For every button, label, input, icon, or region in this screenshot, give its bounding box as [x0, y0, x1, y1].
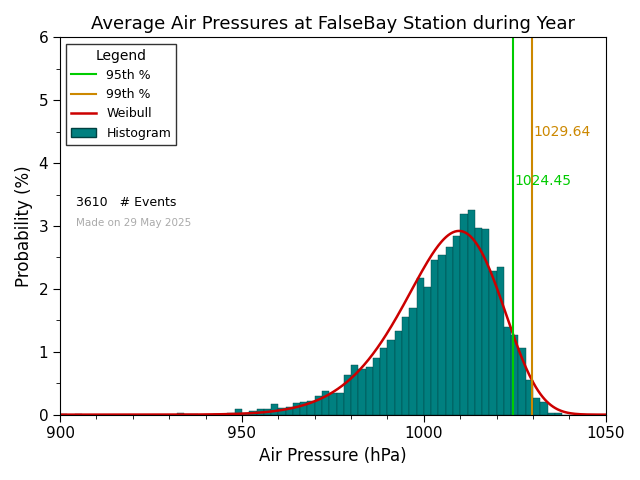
- Weibull: [602, 412, 609, 418]
- Bar: [249, 411, 257, 415]
- X-axis label: Air Pressure (hPa): Air Pressure (hPa): [259, 447, 407, 465]
- Bar: [177, 413, 184, 415]
- Weibull: [504, 318, 512, 324]
- Bar: [482, 229, 490, 415]
- Weibull: [316, 396, 323, 402]
- Bar: [540, 402, 548, 415]
- Bar: [330, 393, 337, 415]
- Bar: [424, 288, 431, 415]
- Bar: [438, 255, 445, 415]
- Bar: [257, 408, 264, 415]
- Bar: [358, 369, 365, 415]
- Bar: [322, 391, 330, 415]
- Bar: [555, 413, 562, 415]
- Bar: [337, 393, 344, 415]
- Bar: [227, 413, 235, 415]
- Bar: [402, 317, 410, 415]
- Bar: [285, 407, 293, 415]
- Weibull: [381, 334, 388, 339]
- Bar: [235, 409, 242, 415]
- Bar: [445, 247, 453, 415]
- Title: Average Air Pressures at FalseBay Station during Year: Average Air Pressures at FalseBay Statio…: [91, 15, 575, 33]
- Bar: [387, 340, 395, 415]
- Bar: [504, 327, 511, 415]
- Weibull: [351, 372, 359, 377]
- Bar: [497, 266, 504, 415]
- Bar: [75, 414, 82, 415]
- Bar: [417, 278, 424, 415]
- Bar: [460, 214, 468, 415]
- Bar: [184, 414, 191, 415]
- Bar: [525, 380, 533, 415]
- Weibull: [456, 228, 463, 234]
- Bar: [365, 367, 373, 415]
- Text: 1029.64: 1029.64: [534, 125, 591, 139]
- Text: 1024.45: 1024.45: [515, 174, 572, 188]
- Bar: [264, 408, 271, 415]
- Bar: [213, 414, 220, 415]
- Bar: [395, 331, 402, 415]
- Bar: [242, 413, 249, 415]
- Bar: [60, 414, 67, 415]
- 99th %: [528, 412, 536, 418]
- Bar: [490, 271, 497, 415]
- Bar: [373, 358, 380, 415]
- Bar: [518, 348, 525, 415]
- Weibull: [319, 395, 326, 401]
- Weibull: [56, 412, 64, 418]
- Bar: [468, 210, 475, 415]
- Bar: [533, 398, 540, 415]
- Weibull: [590, 412, 598, 418]
- Text: 3610   # Events: 3610 # Events: [77, 196, 177, 209]
- Text: Made on 29 May 2025: Made on 29 May 2025: [77, 218, 192, 228]
- Bar: [293, 403, 300, 415]
- 95th %: [509, 349, 516, 355]
- Bar: [300, 402, 307, 415]
- Line: Weibull: Weibull: [60, 231, 605, 415]
- Bar: [220, 414, 227, 415]
- Bar: [453, 236, 460, 415]
- Bar: [271, 404, 278, 415]
- Bar: [475, 228, 482, 415]
- Bar: [511, 335, 518, 415]
- Bar: [548, 413, 555, 415]
- Bar: [344, 374, 351, 415]
- Y-axis label: Probability (%): Probability (%): [15, 165, 33, 287]
- Bar: [380, 348, 387, 415]
- Bar: [191, 414, 198, 415]
- Legend: 95th %, 99th %, Weibull, Histogram: 95th %, 99th %, Weibull, Histogram: [67, 44, 176, 144]
- Bar: [278, 408, 285, 415]
- 95th %: [509, 412, 516, 418]
- Bar: [315, 396, 322, 415]
- Bar: [351, 365, 358, 415]
- 99th %: [528, 349, 536, 355]
- Bar: [410, 308, 417, 415]
- Bar: [307, 401, 315, 415]
- Bar: [431, 261, 438, 415]
